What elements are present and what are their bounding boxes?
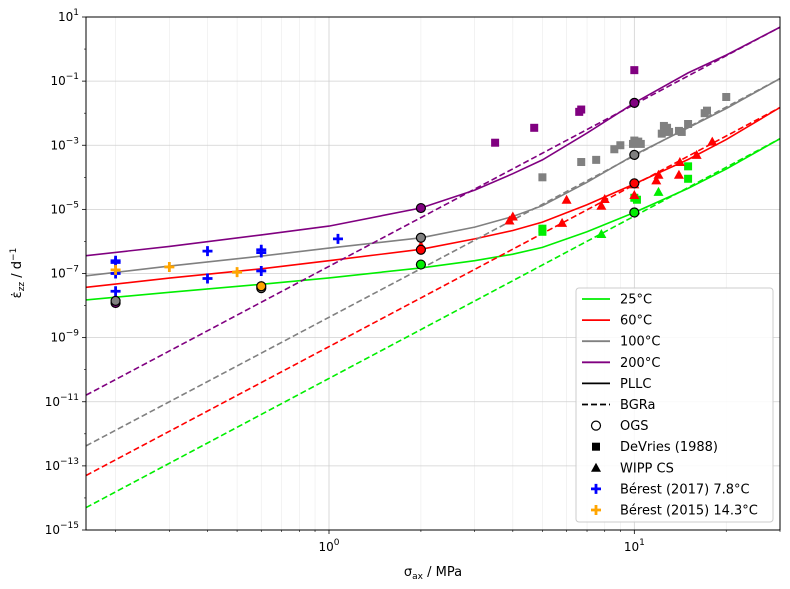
legend-label: 60°C [620,314,652,329]
data-point-triangle [651,175,662,185]
data-point-circle [110,295,121,306]
data-point-triangle [507,211,518,221]
data-point-plus [232,267,243,278]
x-axis-label: σax / MPa [404,565,462,582]
data-point-circle [415,244,427,255]
legend-label: OGS [620,419,649,434]
legend-label: Bérest (2015) 14.3°C [620,504,758,519]
x-tick-label: 100 [318,538,339,554]
data-point-triangle [653,169,664,179]
data-points [110,66,731,309]
legend: 25°C 60°C 100°C 200°C PLLC BGRa OGS DeVries (19… [575,287,774,523]
data-point-plus [591,505,601,515]
data-point-square [491,138,500,147]
data-point-square [630,66,639,75]
legend-label: PLLC [620,377,651,392]
data-point-square [677,127,686,136]
legend-label: WIPP CS [620,461,674,476]
y-tick-label: 10−1 [50,72,79,88]
data-point-plus [110,264,121,275]
data-point-triangle [653,186,664,196]
data-point-square [577,158,586,167]
data-point-plus [110,286,121,297]
data-point-square [530,123,539,132]
data-point-square [538,227,547,236]
data-point-triangle [673,169,684,179]
series-line [86,77,780,447]
series-line [86,106,780,477]
data-point-square [636,139,645,148]
data-point-triangle [629,190,640,200]
x-tick-label: 101 [624,538,645,554]
data-point-square [722,92,731,101]
data-point-triangle [707,136,718,146]
data-point-triangle [561,194,572,204]
legend-marker [590,420,602,431]
data-point-circle [415,232,427,243]
data-point-square [632,195,641,204]
legend-label: 25°C [620,293,652,308]
y-tick-label: 10−7 [50,265,79,281]
data-point-plus [202,246,213,257]
data-point-circle [629,207,640,218]
data-point-square [684,174,693,183]
y-tick-label: 10−13 [45,457,79,473]
data-point-square [577,105,586,114]
data-point-square [703,106,712,115]
data-point-circle [256,281,267,292]
y-tick-label: 10−15 [45,521,79,537]
data-point-plus [164,261,175,272]
y-axis-label: ε̇zz / d−1 [9,248,27,299]
y-tick-label: 101 [58,8,79,24]
data-point-triangle [674,157,685,167]
legend-label: DeVries (1988) [620,440,718,455]
series-line [86,137,780,509]
legend-label: Bérest (2017) 7.8°C [620,482,750,497]
data-point-plus [256,247,267,258]
data-point-plus [591,483,601,494]
data-point-circle [629,97,640,108]
legend-label: BGRa [620,398,655,413]
data-point-square [538,173,547,182]
data-point-triangle [691,149,702,159]
data-point-square [592,442,600,451]
data-point-plus [332,233,343,244]
legend-label: 200°C [620,356,660,371]
data-point-square [616,141,625,150]
y-tick-label: 10−5 [50,200,79,216]
y-tick-label: 10−11 [45,393,79,409]
data-point-square [665,127,674,136]
series-line [86,26,780,257]
data-point-square [592,155,601,164]
data-point-plus [202,273,213,284]
data-point-triangle [557,217,568,227]
data-point-triangle [599,194,610,204]
data-point-circle [629,149,640,161]
data-point-triangle [596,229,607,239]
y-tick-label: 10−9 [50,329,79,345]
data-point-square [684,120,693,129]
data-point-circle [415,202,427,214]
data-point-square [657,129,666,138]
data-point-square [684,162,693,171]
y-tick-label: 10−3 [50,136,79,152]
legend-label: 100°C [620,335,660,350]
series-line [86,26,780,396]
axis-ticks: 100 101 10−15 10−13 10−11 10−9 10−7 10−5 10−3 10−… [45,8,781,554]
data-point-triangle [596,200,607,210]
legend-box [575,287,774,523]
data-point-triangle [591,462,601,472]
data-point-circle [629,178,640,189]
data-point-square [610,145,619,154]
data-point-square [663,123,672,132]
data-point-plus [256,265,267,276]
data-point-circle [415,259,427,270]
